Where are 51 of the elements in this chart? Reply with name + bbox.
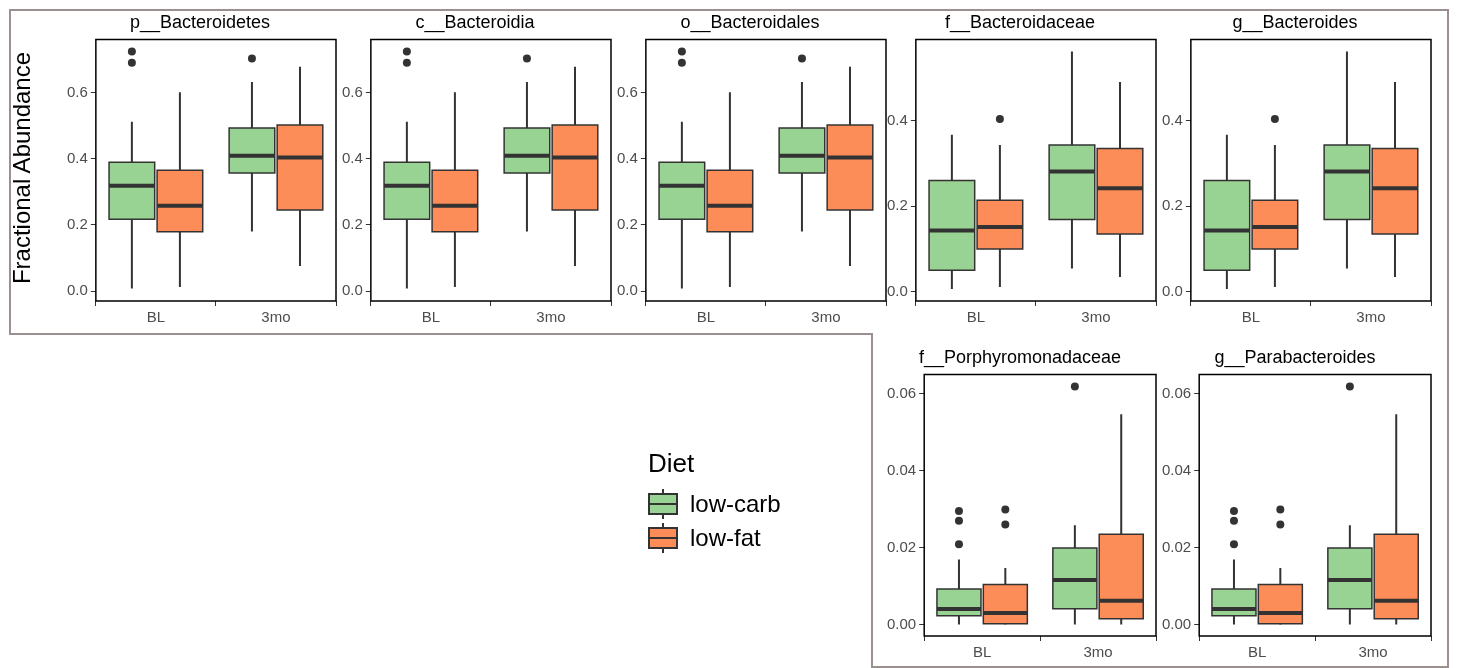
x-tick-label: BL: [146, 308, 166, 326]
x-tick-label: BL: [966, 308, 986, 326]
x-tick-label: BL: [1241, 308, 1261, 326]
y-tick-label: 0.2: [66, 215, 88, 233]
x-tick-label: BL: [421, 308, 441, 326]
x-tick-label: 3mo: [536, 308, 566, 326]
y-tick-label: 0.6: [341, 82, 363, 100]
chart-title: o__Bacteroidales: [680, 11, 820, 33]
y-tick-label: 0.0: [886, 281, 908, 299]
y-tick-label: 0.4: [1161, 110, 1183, 128]
x-tick-label: BL: [696, 308, 716, 326]
x-tick-label: 3mo: [811, 308, 841, 326]
y-tick-label: 0.04: [1161, 460, 1192, 478]
chart-title: f__Porphyromonadaceae: [918, 346, 1122, 368]
y-tick-label: 0.00: [1161, 614, 1192, 632]
y-tick-label: 0.06: [1161, 383, 1192, 401]
legend-label: low-fat: [690, 524, 761, 552]
x-tick-label: 3mo: [1356, 308, 1386, 326]
y-tick-label: 0.4: [341, 148, 363, 166]
y-tick-label: 0.4: [66, 148, 88, 166]
y-axis-title: Fractional Abundance: [8, 50, 36, 287]
y-tick-label: 0.4: [616, 148, 638, 166]
chart-title: p__Bacteroidetes: [129, 11, 271, 33]
x-tick-label: BL: [1247, 643, 1267, 661]
y-tick-label: 0.6: [66, 82, 88, 100]
y-tick-label: 0.6: [616, 82, 638, 100]
chart-title: g__Parabacteroides: [1214, 346, 1376, 368]
y-tick-label: 0.04: [886, 460, 917, 478]
y-tick-label: 0.0: [616, 281, 638, 299]
x-tick-label: 3mo: [1081, 308, 1111, 326]
y-tick-label: 0.0: [66, 281, 88, 299]
y-tick-label: 0.00: [886, 614, 917, 632]
y-tick-label: 0.06: [886, 383, 917, 401]
y-tick-label: 0.2: [886, 196, 908, 214]
chart-title: c__Bacteroidia: [415, 11, 536, 33]
x-tick-label: 3mo: [1358, 643, 1388, 661]
y-tick-label: 0.02: [1161, 537, 1192, 555]
chart-title: f__Bacteroidaceae: [944, 11, 1096, 33]
legend-title: Diet: [648, 448, 696, 479]
y-tick-label: 0.0: [1161, 281, 1183, 299]
y-tick-label: 0.02: [886, 537, 917, 555]
y-tick-label: 0.4: [886, 110, 908, 128]
chart-title: g__Bacteroides: [1232, 11, 1358, 33]
legend-label: low-carb: [690, 490, 781, 518]
x-tick-label: 3mo: [261, 308, 291, 326]
y-tick-label: 0.2: [616, 215, 638, 233]
x-tick-label: 3mo: [1083, 643, 1113, 661]
y-tick-label: 0.2: [341, 215, 363, 233]
y-tick-label: 0.2: [1161, 196, 1183, 214]
x-tick-label: BL: [972, 643, 992, 661]
y-tick-label: 0.0: [341, 281, 363, 299]
